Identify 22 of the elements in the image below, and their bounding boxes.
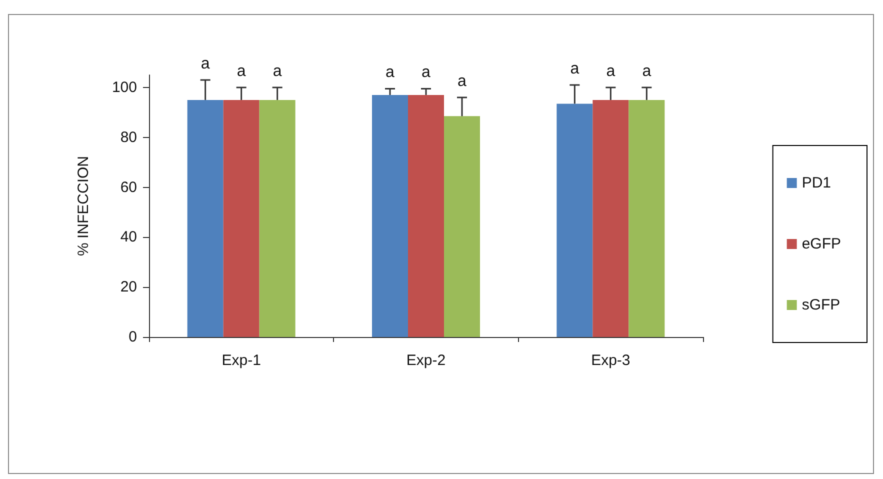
legend-label: eGFP	[802, 236, 842, 252]
x-tick-label: Exp-2	[406, 352, 446, 369]
y-tick-label: 80	[120, 128, 137, 146]
data-label: a	[422, 64, 431, 82]
data-label: a	[458, 72, 467, 90]
y-axis-title: % INFECCION	[75, 156, 92, 256]
legend-label: sGFP	[802, 296, 840, 314]
y-tick-label: 60	[120, 178, 137, 196]
data-label: a	[642, 62, 652, 80]
data-label: a	[200, 55, 210, 72]
x-tick-label: Exp-1	[222, 352, 261, 369]
y-tick-label: 100	[112, 78, 137, 96]
legend-label: PD1	[802, 174, 832, 192]
y-tick-label: 20	[120, 278, 137, 296]
data-label: a	[236, 62, 246, 80]
data-label: a	[606, 62, 616, 80]
data-label: a	[386, 64, 395, 82]
data-label: a	[272, 62, 282, 80]
x-tick-label: Exp-3	[591, 352, 630, 369]
data-label: a	[570, 60, 580, 78]
y-tick-label: 40	[120, 228, 137, 246]
y-tick-label: 0	[128, 328, 137, 346]
